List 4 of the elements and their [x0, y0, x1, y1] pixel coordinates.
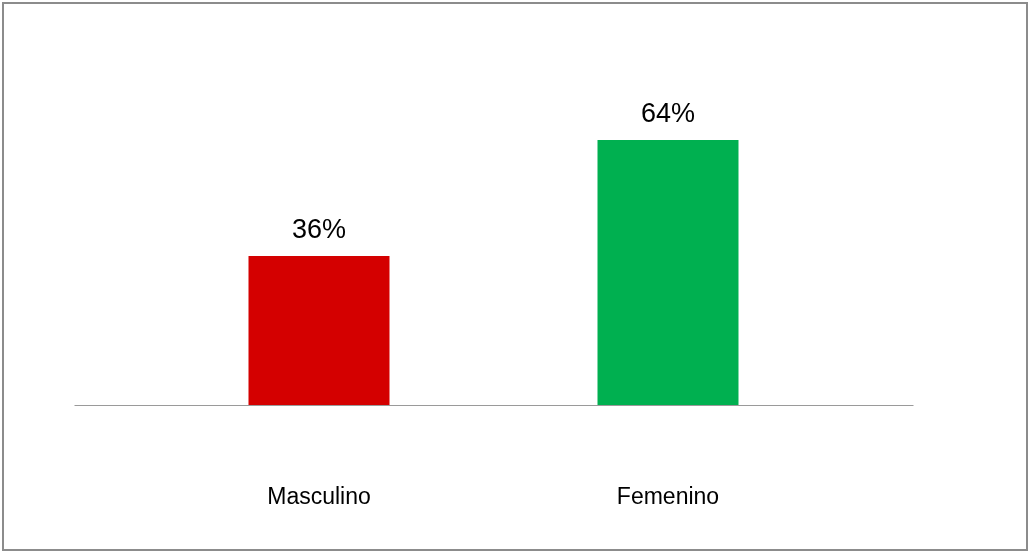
data-label: 36%	[291, 213, 347, 244]
x-tick-label: Masculino	[267, 482, 371, 509]
data-label: 64%	[640, 98, 696, 128]
x-tick-label: Femenino	[616, 482, 720, 509]
